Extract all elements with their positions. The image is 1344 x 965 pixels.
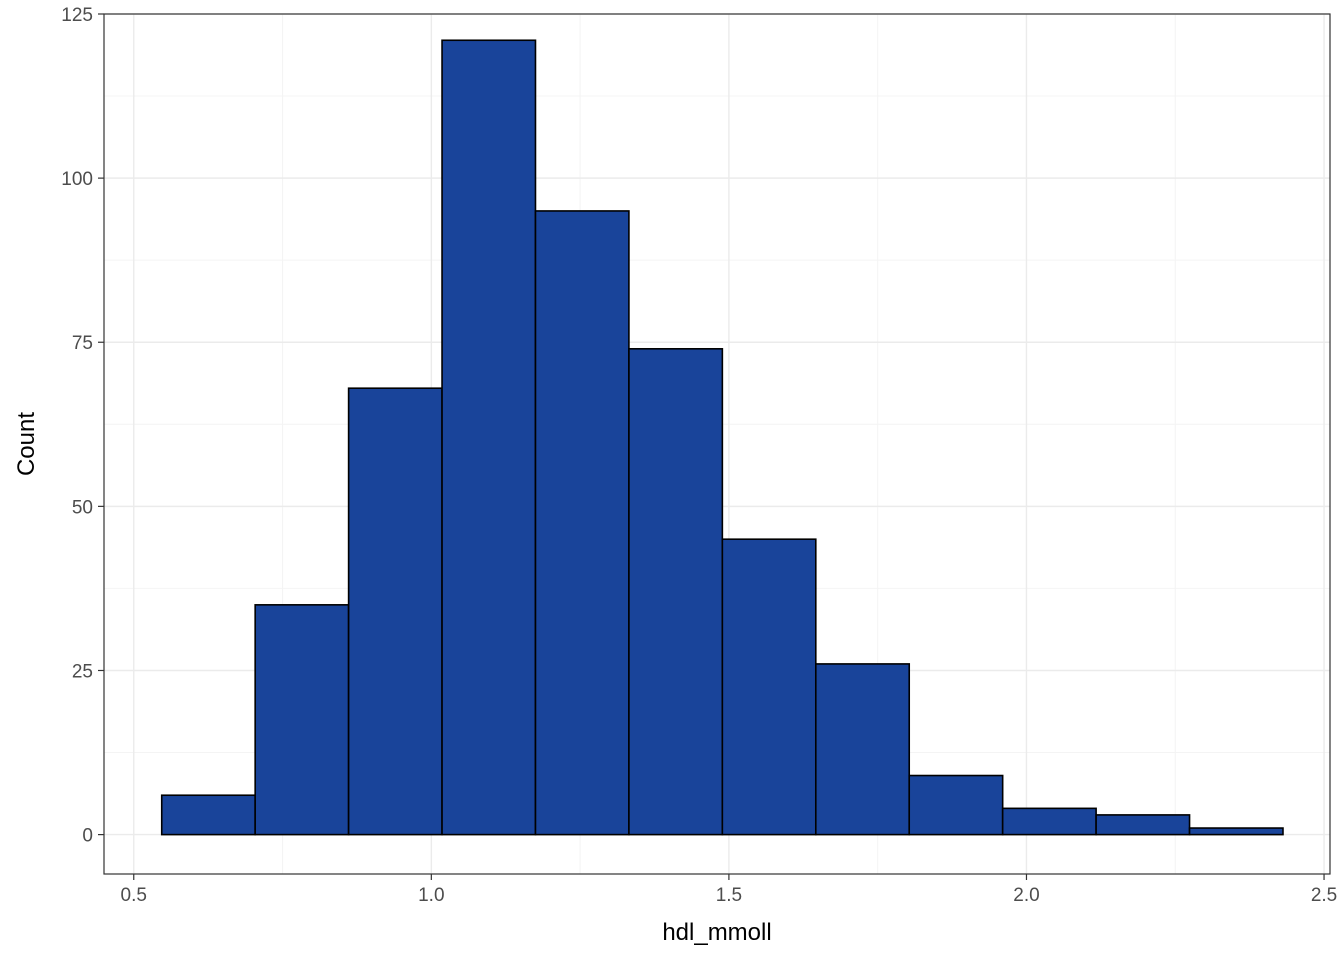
- histogram-bar: [814, 663, 911, 836]
- histogram-bar: [1001, 807, 1097, 836]
- y-tick-label: 0: [82, 826, 93, 847]
- histogram-bar: [254, 604, 350, 836]
- x-tick-label: 2.0: [1013, 885, 1039, 906]
- histogram-bar: [160, 794, 256, 836]
- x-axis-title: hdl_mmoll: [662, 919, 771, 946]
- x-tick-label: 1.5: [716, 885, 742, 906]
- histogram-bar: [1095, 814, 1191, 836]
- x-axis-ticks: 0.5 1.0 1.5 2.0 2.5: [121, 874, 1337, 906]
- x-tick-label: 1.0: [418, 885, 444, 906]
- x-tick-label: 2.5: [1311, 885, 1337, 906]
- y-tick-label: 100: [61, 169, 93, 190]
- y-axis-title: Count: [13, 412, 40, 476]
- histogram-bar: [908, 774, 1004, 836]
- y-tick-label: 75: [72, 333, 93, 354]
- y-tick-label: 125: [61, 5, 93, 26]
- panel-border: [103, 13, 1331, 875]
- histogram-bars: [160, 39, 1284, 836]
- y-axis-ticks: 0 25 50 75 100 125: [61, 5, 104, 847]
- histogram-bar: [1188, 827, 1284, 836]
- y-tick-label: 50: [72, 497, 93, 518]
- histogram-bar: [628, 348, 724, 836]
- histogram-bar: [721, 538, 817, 836]
- histogram-bar: [441, 39, 537, 836]
- x-tick-label: 0.5: [121, 885, 147, 906]
- histogram-bar: [534, 210, 630, 836]
- y-tick-label: 25: [72, 661, 93, 682]
- histogram-bar: [347, 387, 443, 836]
